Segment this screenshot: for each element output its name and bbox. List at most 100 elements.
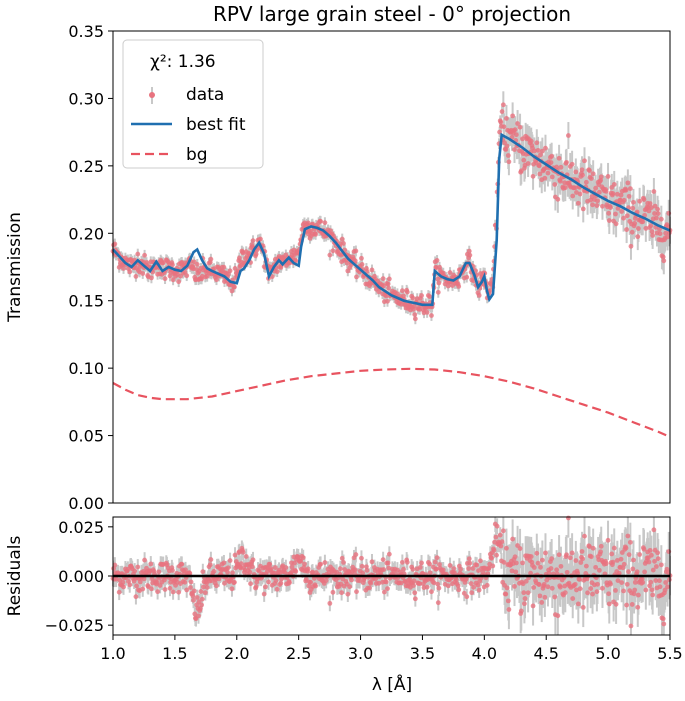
residual-point [504,585,510,591]
residual-point [229,586,235,592]
residual-point [494,523,500,529]
residual-point [655,550,661,556]
data-point [160,260,166,266]
data-point [663,230,669,236]
residual-point [650,567,656,573]
x-tick-label: 3.5 [410,644,435,663]
y-tick-label: 0.10 [68,359,104,378]
data-point [232,284,237,290]
data-point [354,274,359,280]
residual-point [327,600,333,606]
residual-point [653,578,659,583]
data-point [417,306,423,312]
residual-point [621,561,627,567]
residual-point [167,585,173,591]
residual-point [305,566,311,572]
residual-point [455,583,461,589]
residual-point [598,549,604,555]
residual-point [440,567,446,573]
residual-point [585,590,590,596]
data-point [569,161,575,167]
residual-point [208,557,214,562]
residual-point [385,560,391,566]
residual-point [250,557,256,563]
residual-point [149,576,155,582]
data-point [636,226,641,231]
residual-point [135,564,141,570]
residual-point [187,570,193,576]
data-point [570,193,576,199]
residual-point [632,587,638,593]
legend: χ²: 1.36 data best fit bg [122,39,264,169]
residual-point [546,570,552,576]
residual-point [308,579,314,585]
residual-point [627,539,633,545]
residual-point [595,581,600,587]
legend-data-marker [149,87,155,104]
residual-point [509,568,515,574]
residual-point [528,554,534,559]
data-point [665,234,670,240]
residual-point [453,577,459,583]
residual-y-tick-label: −0.025 [45,616,104,635]
data-point [582,158,587,164]
data-point [648,223,654,229]
data-point [600,203,605,209]
data-point [410,295,416,301]
residual-point [200,569,206,575]
residuals-y-axis-ticks: −0.025 0.000 0.025 [45,518,113,635]
residual-point [417,581,423,586]
data-point [112,241,118,247]
data-point [610,191,616,196]
data-point [653,215,659,221]
residual-point [170,589,176,595]
residual-point [429,589,434,595]
residual-point [661,621,667,627]
data-point [538,152,543,158]
residual-point [386,551,392,557]
residual-point [517,546,523,551]
data-point [657,226,662,232]
x-tick-label: 4.0 [472,644,497,663]
residual-point [534,550,540,556]
residual-point [624,581,630,587]
residual-point [531,585,537,590]
residual-point [112,562,118,568]
residual-point [323,578,329,583]
residual-point [272,565,278,570]
data-point [383,293,389,299]
data-point [412,316,418,322]
residual-point [549,585,555,591]
residual-point [339,555,345,561]
residual-point [613,601,619,607]
residual-point [383,579,389,585]
residual-point [435,581,441,587]
residual-point [148,561,154,567]
x-tick-label: 4.5 [533,644,558,663]
x-axis-title: λ [Å] [372,673,412,695]
data-point [635,234,641,240]
residual-point [133,594,139,600]
data-point [499,109,505,114]
data-point [557,178,563,184]
data-point [121,266,126,271]
data-point [176,279,182,285]
data-point [385,298,390,304]
residual-point [211,568,217,574]
residual-point [436,585,442,591]
data-point [661,258,667,264]
residual-point [359,563,365,569]
residual-point [486,565,492,571]
residual-point [191,597,196,603]
data-point [564,159,569,165]
data-point [214,277,219,283]
residual-point [484,582,490,588]
residual-point [183,567,188,573]
data-point [412,312,418,317]
data-point [632,221,638,226]
data-point [655,211,661,216]
residual-point [663,580,669,585]
residual-point [649,587,655,593]
data-point [250,238,256,244]
residual-point [498,543,504,549]
